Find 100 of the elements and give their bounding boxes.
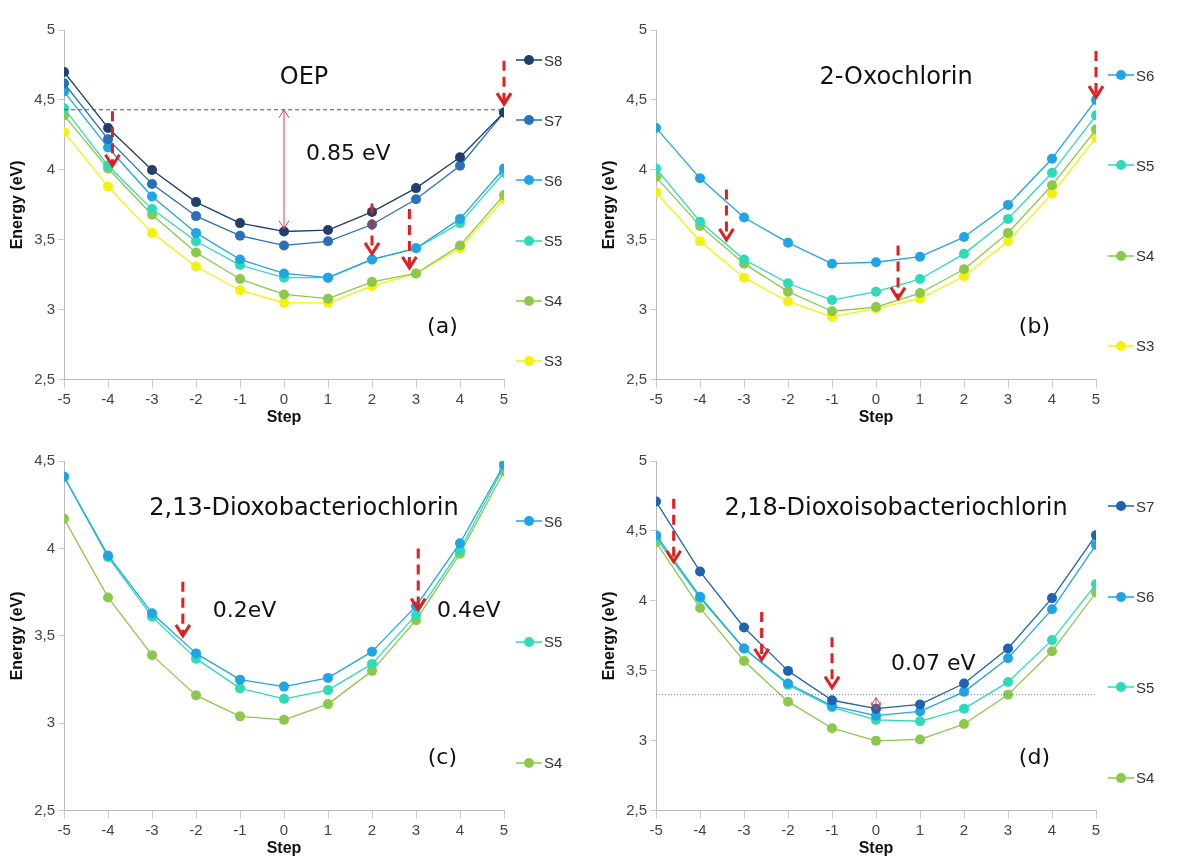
- annotation: 0.2eV: [212, 597, 277, 623]
- x-tick-label: -2: [189, 389, 203, 407]
- legend-label: S3: [1136, 337, 1155, 355]
- y-tick-label: 4,5: [34, 451, 56, 469]
- y-tick-label: 2,5: [626, 800, 648, 818]
- x-tick-label: 1: [323, 820, 333, 838]
- x-tick-label: -2: [781, 389, 795, 407]
- legend-label: S5: [1136, 156, 1155, 174]
- text: 2,18-Dioxoisobacteriochlorin: [724, 493, 1068, 522]
- x-tick-label: 1: [915, 820, 925, 838]
- x-tick-label: 3: [1003, 820, 1013, 838]
- x-tick-label: 1: [323, 389, 333, 407]
- x-tick-label: -1: [825, 389, 839, 407]
- x-tick-label: 0: [279, 820, 289, 838]
- y-tick-label: 5: [638, 20, 648, 38]
- legend-label: S3: [544, 352, 563, 370]
- x-tick-label: -1: [233, 389, 247, 407]
- legend-label: S8: [544, 51, 563, 69]
- legend-label: S7: [544, 111, 563, 129]
- x-tick-label: -5: [57, 820, 71, 838]
- y-tick-label: 4: [46, 538, 56, 556]
- x-tick-label: -5: [57, 389, 71, 407]
- y-tick-label: 3: [46, 299, 56, 317]
- x-tick-label: -5: [649, 820, 663, 838]
- x-tick-label: 3: [411, 820, 421, 838]
- x-tick-label: 4: [455, 820, 465, 838]
- annotation: 0.85 eV: [306, 140, 391, 166]
- x-tick-label: -4: [693, 389, 707, 407]
- x-tick-label: -3: [737, 820, 751, 838]
- legend-label: S7: [1136, 497, 1155, 515]
- x-tick-label: -3: [145, 389, 159, 407]
- x-tick-label: -1: [233, 820, 247, 838]
- legend-label: S6: [1136, 66, 1155, 84]
- x-tick-label: 5: [499, 820, 509, 838]
- x-tick-label: 0: [871, 820, 881, 838]
- y-axis-title: Energy (eV): [8, 160, 26, 250]
- x-axis-title: Step: [266, 407, 302, 425]
- y-tick-label: 4: [638, 591, 648, 609]
- legend-label: S6: [544, 512, 563, 530]
- annotation: 0.07 eV: [890, 649, 976, 675]
- y-tick-label: 4: [46, 160, 56, 178]
- x-tick-label: 2: [959, 820, 969, 838]
- x-tick-label: 0: [871, 389, 881, 407]
- x-tick-label: 4: [455, 389, 465, 407]
- y-axis-title: Energy (eV): [600, 160, 618, 250]
- x-axis-title: Step: [266, 838, 302, 856]
- x-tick-label: 0: [279, 389, 289, 407]
- text: 2-Oxochlorin: [819, 62, 973, 91]
- text: 2,13-Dioxobacteriochlorin: [149, 493, 459, 522]
- x-tick-label: 1: [915, 389, 925, 407]
- y-tick-label: 4,5: [626, 521, 648, 539]
- annotation: (a): [427, 313, 458, 339]
- x-tick-label: 2: [367, 389, 377, 407]
- x-tick-label: -3: [145, 820, 159, 838]
- text: OEP: [279, 62, 329, 91]
- legend-label: S5: [544, 232, 563, 250]
- y-tick-label: 4,5: [34, 90, 56, 108]
- y-tick-label: 3,5: [626, 661, 648, 679]
- y-axis-title: Energy (eV): [8, 591, 26, 681]
- x-axis-title: Step: [858, 407, 894, 425]
- y-tick-label: 2,5: [34, 369, 56, 387]
- y-tick-label: 2,5: [34, 800, 56, 818]
- annotation: (d): [1018, 744, 1050, 770]
- x-tick-label: 5: [499, 389, 509, 407]
- y-axis-title: Energy (eV): [600, 591, 618, 681]
- y-tick-label: 3,5: [626, 230, 648, 248]
- x-tick-label: 4: [1047, 389, 1057, 407]
- annotation: (c): [427, 744, 458, 770]
- x-tick-label: -5: [649, 389, 663, 407]
- legend-label: S4: [544, 292, 563, 310]
- x-tick-label: 5: [1091, 389, 1101, 407]
- x-tick-label: 4: [1047, 820, 1057, 838]
- y-tick-label: 3,5: [34, 626, 56, 644]
- x-tick-label: 5: [1091, 820, 1101, 838]
- x-tick-label: -4: [101, 820, 115, 838]
- y-tick-label: 5: [46, 20, 56, 38]
- y-tick-label: 4: [638, 160, 648, 178]
- y-tick-label: 3: [638, 299, 648, 317]
- x-tick-label: 2: [959, 389, 969, 407]
- x-tick-label: -2: [781, 820, 795, 838]
- legend-label: S6: [1136, 588, 1155, 606]
- y-tick-label: 3: [638, 730, 648, 748]
- x-tick-label: -4: [693, 820, 707, 838]
- legend-label: S6: [544, 171, 563, 189]
- x-axis-title: Step: [858, 838, 894, 856]
- annotation: (b): [1018, 313, 1050, 339]
- y-tick-label: 4,5: [626, 90, 648, 108]
- annotation: 0.4eV: [437, 597, 501, 623]
- x-tick-label: -3: [737, 389, 751, 407]
- y-tick-label: 5: [638, 451, 648, 469]
- legend-label: S5: [1136, 678, 1155, 696]
- x-tick-label: 2: [367, 820, 377, 838]
- legend-label: S4: [544, 754, 563, 772]
- x-tick-label: 3: [411, 389, 421, 407]
- y-tick-label: 3: [46, 713, 56, 731]
- y-tick-label: 3,5: [34, 230, 56, 248]
- legend-label: S5: [544, 633, 563, 651]
- y-tick-label: 2,5: [626, 369, 648, 387]
- x-tick-label: -1: [825, 820, 839, 838]
- x-tick-label: 3: [1003, 389, 1013, 407]
